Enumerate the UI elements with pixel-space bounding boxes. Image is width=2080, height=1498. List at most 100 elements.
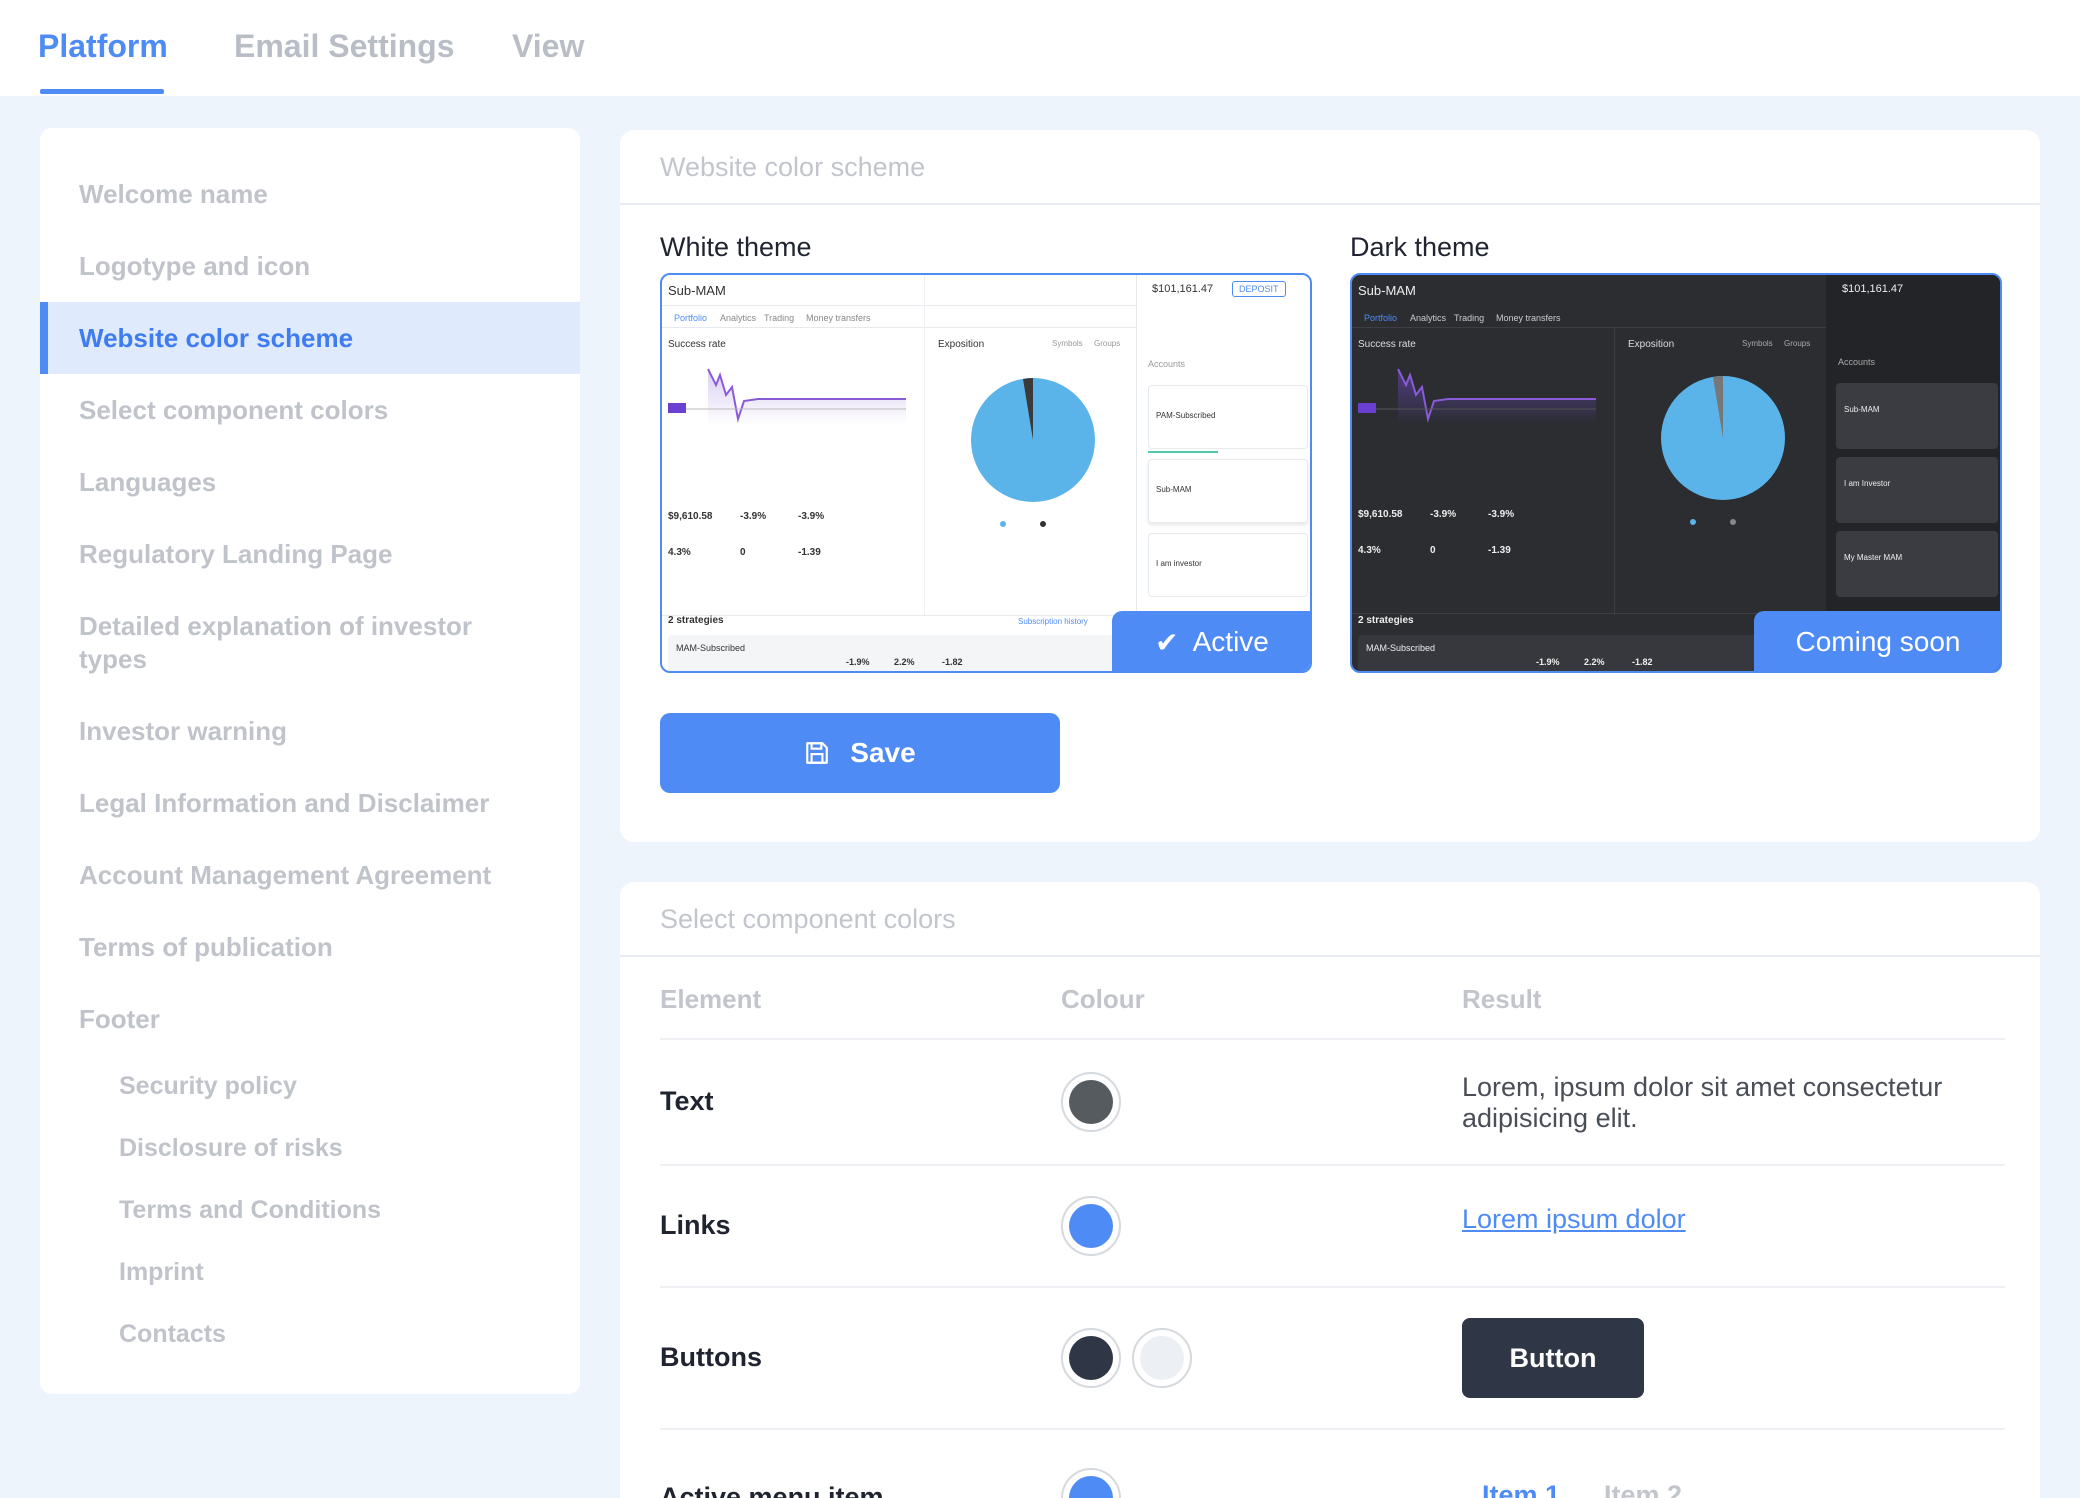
preview-strategy-row	[1358, 635, 1822, 671]
preview-stat: -3.9%	[1430, 509, 1457, 520]
sidebar-subitem-contacts[interactable]: Contacts	[119, 1320, 226, 1348]
preview-title: Sub-MAM	[1358, 283, 1416, 298]
preview-balance: $101,161.47	[1842, 283, 1904, 295]
preview-symbols: Symbols	[1052, 339, 1083, 348]
color-dot	[1069, 1204, 1113, 1248]
element-name-active-menu-item: Active menu item	[660, 1482, 884, 1498]
sidebar-item-regulatory-landing[interactable]: Regulatory Landing Page	[79, 539, 393, 569]
tab-platform[interactable]: Platform	[38, 28, 168, 64]
result-link-sample[interactable]: Lorem ipsum dolor	[1462, 1204, 1686, 1234]
preview-account-card	[1836, 383, 1998, 449]
preview-tab: Portfolio	[674, 313, 708, 323]
preview-stat: $9,610.58	[668, 511, 713, 522]
preview-account-name: My Master MAM	[1844, 553, 1903, 562]
preview-tab: Trading	[1454, 313, 1485, 323]
active-menu-color-swatch[interactable]	[1061, 1468, 1121, 1498]
preview-stat: -3.9%	[1488, 509, 1515, 520]
checkmark-icon: ✔	[1155, 626, 1179, 658]
preview-account-name: I am investor	[1156, 559, 1202, 568]
sidebar-item-legal-information[interactable]: Legal Information and Disclaimer	[79, 788, 490, 818]
preview-line-chart	[1358, 368, 1596, 425]
sidebar-active-highlight	[40, 302, 580, 374]
preview-subscription-history: Subscription history	[1018, 617, 1088, 626]
sidebar-item-welcome-name[interactable]: Welcome name	[79, 179, 268, 209]
preview-strategies: 2 strategies	[668, 615, 724, 626]
legend-dot	[1000, 521, 1006, 527]
preview-exposition: Exposition	[1628, 339, 1675, 350]
divider	[620, 203, 2040, 205]
dark-theme-preview[interactable]: Sub-MAM $101,161.47 Portfolio Analytics …	[1350, 273, 2002, 673]
white-theme-preview[interactable]: Sub-MAM $101,161.47 DEPOSIT Portfolio An…	[660, 273, 1312, 673]
sidebar-subitem-imprint[interactable]: Imprint	[119, 1258, 204, 1286]
coming-soon-badge: Coming soon	[1754, 611, 2000, 671]
save-button[interactable]: Save	[660, 713, 1060, 793]
column-header-element: Element	[660, 984, 762, 1014]
sidebar-item-investor-warning[interactable]: Investor warning	[79, 716, 288, 746]
white-theme-label: White theme	[660, 232, 812, 262]
button-background-color-swatch[interactable]	[1061, 1328, 1121, 1388]
links-color-swatch[interactable]	[1061, 1196, 1121, 1256]
preview-strategy-name: MAM-Subscribed	[676, 643, 746, 653]
color-dot	[1069, 1476, 1113, 1498]
row-divider	[660, 1428, 2005, 1430]
tab-view[interactable]: View	[512, 28, 585, 64]
preview-title: Sub-MAM	[668, 283, 726, 298]
top-tabs-bar: Platform Email Settings View	[0, 0, 2080, 96]
preview-stat: -1.39	[1488, 545, 1511, 556]
legend-dot	[1730, 519, 1736, 525]
preview-strategy-stat: -1.9%	[846, 657, 870, 667]
preview-success-rate: Success rate	[668, 339, 726, 350]
preview-line-chart	[668, 368, 906, 425]
element-name-buttons: Buttons	[660, 1342, 762, 1372]
preview-strategy-stat: -1.82	[942, 657, 963, 667]
preview-account-card	[1148, 533, 1308, 597]
result-menu-item-active[interactable]: Item 1	[1482, 1480, 1561, 1498]
preview-stat: 0	[740, 547, 746, 558]
badge-label: Active	[1192, 626, 1269, 657]
preview-account-name: Sub-MAM	[1844, 405, 1880, 414]
divider	[1614, 327, 1615, 615]
button-text-color-swatch[interactable]	[1132, 1328, 1192, 1388]
sidebar-item-investor-types[interactable]: Detailed explanation of investor types	[79, 611, 472, 674]
website-color-scheme-card: Website color scheme White theme Dark th…	[620, 130, 2040, 842]
preview-tab: Analytics	[720, 313, 757, 323]
element-name-links: Links	[660, 1210, 731, 1240]
sidebar-subitem-terms-and-conditions[interactable]: Terms and Conditions	[119, 1196, 382, 1224]
active-tab-indicator	[40, 89, 164, 94]
row-divider	[660, 1164, 2005, 1166]
preview-account-name: PAM-Subscribed	[1156, 411, 1216, 420]
result-menu-item[interactable]: Item 2	[1604, 1480, 1683, 1498]
color-dot	[1140, 1336, 1184, 1380]
sidebar-item-component-colors[interactable]: Select component colors	[79, 395, 389, 425]
sidebar-item-account-management[interactable]: Account Management Agreement	[79, 860, 492, 890]
divider	[1136, 275, 1137, 671]
color-dot	[1069, 1336, 1113, 1380]
sidebar-subitem-disclosure-of-risks[interactable]: Disclosure of risks	[119, 1134, 343, 1162]
preview-stat: 4.3%	[668, 547, 691, 558]
preview-symbols: Symbols	[1742, 339, 1773, 348]
preview-groups: Groups	[1094, 339, 1121, 348]
preview-strategies: 2 strategies	[1358, 615, 1414, 626]
active-badge: ✔ Active	[1112, 611, 1310, 671]
component-colors-card: Select component colors Element Colour R…	[620, 882, 2040, 1498]
preview-account-card	[1148, 385, 1308, 449]
sidebar-item-languages[interactable]: Languages	[79, 467, 217, 497]
result-button-sample[interactable]: Button	[1462, 1318, 1644, 1398]
sidebar-item-footer[interactable]: Footer	[79, 1004, 160, 1034]
sidebar-item-website-color-scheme[interactable]: Website color scheme	[79, 323, 354, 353]
sidebar-subitem-security-policy[interactable]: Security policy	[119, 1072, 297, 1100]
preview-stat: -1.39	[798, 547, 821, 558]
preview-tab: Trading	[764, 313, 795, 323]
tab-email-settings[interactable]: Email Settings	[234, 28, 455, 64]
row-divider	[660, 1286, 2005, 1288]
preview-stat: $9,610.58	[1358, 509, 1403, 520]
settings-sidebar: Welcome name Logotype and icon Website c…	[40, 128, 580, 1394]
sidebar-item-terms-of-publication[interactable]: Terms of publication	[79, 932, 333, 962]
preview-success-rate: Success rate	[1358, 339, 1416, 350]
card-title: Select component colors	[660, 904, 956, 934]
preview-pie-chart	[1661, 376, 1785, 500]
preview-strategy-name: MAM-Subscribed	[1366, 643, 1436, 653]
sidebar-item-logotype[interactable]: Logotype and icon	[79, 251, 311, 281]
column-header-colour: Colour	[1061, 984, 1145, 1014]
text-color-swatch[interactable]	[1061, 1072, 1121, 1132]
